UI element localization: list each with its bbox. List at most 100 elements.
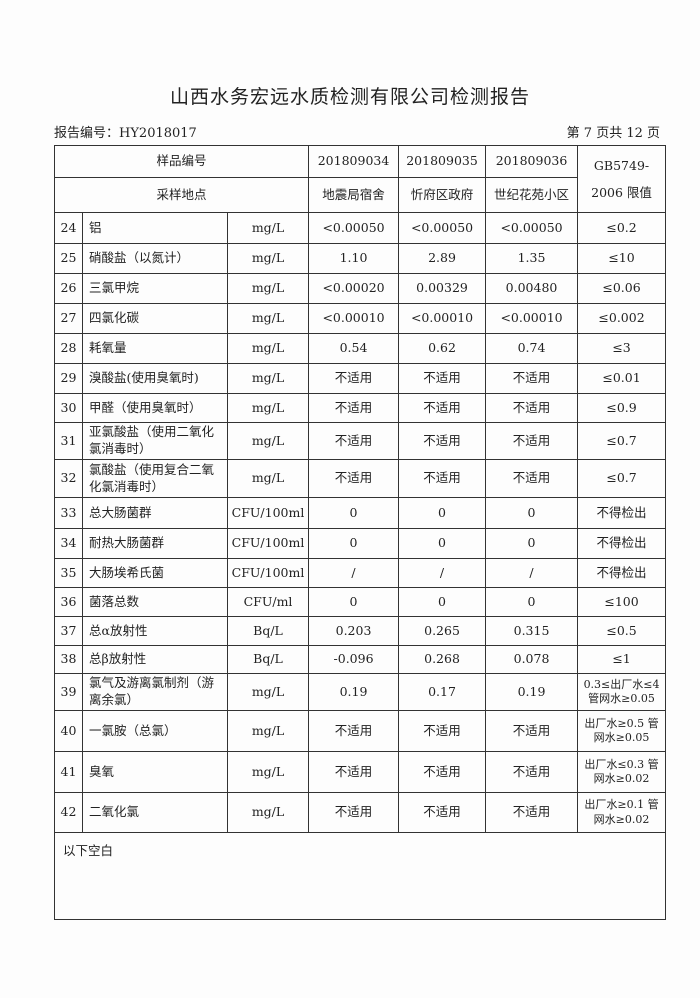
limit: 不得检出 [577,497,667,529]
limit: 出厂水≤0.3 管网水≥0.02 [577,751,667,793]
value: 不适用 [308,393,400,423]
value: 不适用 [485,751,579,793]
value: 不适用 [485,363,579,394]
limit: ≤0.5 [577,616,667,646]
table-row: 42 二氧化氯 mg/L 不适用 不适用 不适用 出厂水≥0.1 管网水≥0.02 [54,792,667,833]
item-no: 27 [54,303,83,334]
item-no: 35 [54,558,83,588]
limit: ≤3 [577,333,667,364]
item-name: 硝酸盐（以氮计） [82,243,228,274]
item-no: 37 [54,616,83,646]
limit: 0.3≤出厂水≤4 管网水≥0.05 [577,673,667,711]
limit: ≤0.06 [577,273,667,304]
item-name: 甲醛（使用臭氧时） [82,393,228,423]
unit: mg/L [226,212,310,244]
value: 0 [308,528,400,559]
unit: CFU/ml [226,587,310,617]
unit: mg/L [226,333,310,364]
unit: mg/L [226,422,310,460]
table-row: 33 总大肠菌群 CFU/100ml 0 0 0 不得检出 [54,497,667,529]
value: 不适用 [308,459,400,498]
unit: mg/L [226,303,310,334]
value: 0 [485,528,579,559]
table-row: 35 大肠埃希氏菌 CFU/100ml / / / 不得检出 [54,558,667,588]
limit: ≤0.7 [577,422,667,460]
value: / [485,558,579,588]
sample-no: 201809035 [398,145,487,178]
value: 0.078 [485,645,579,674]
unit: mg/L [226,792,310,833]
report-title: 山西水务宏远水质检测有限公司检测报告 [169,86,530,108]
table-row: 37 总α放射性 Bq/L 0.203 0.265 0.315 ≤0.5 [54,616,667,646]
item-no: 32 [54,459,83,498]
limit: ≤0.002 [577,303,667,334]
value: 不适用 [398,422,487,460]
value: <0.00010 [398,303,487,334]
item-no: 28 [54,333,83,364]
location: 地震局宿舍 [308,177,400,213]
value: / [398,558,487,588]
report-number: 报告编号：HY2018017 [54,126,197,141]
limit: ≤10 [577,243,667,274]
item-name: 氯酸盐（使用复合二氧化氯消毒时） [82,459,228,498]
value: 不适用 [485,422,579,460]
item-no: 31 [54,422,83,460]
value: 0 [398,587,487,617]
value: <0.00050 [485,212,579,244]
limit: 不得检出 [577,558,667,588]
item-no: 36 [54,587,83,617]
table-row: 34 耐热大肠菌群 CFU/100ml 0 0 0 不得检出 [54,528,667,559]
value: 0 [485,497,579,529]
value: 0.265 [398,616,487,646]
item-no: 38 [54,645,83,674]
results-table: 样品编号 201809034 201809035 201809036 GB574… [53,145,667,920]
unit: mg/L [226,393,310,423]
value: 0 [308,587,400,617]
value: 0 [485,587,579,617]
item-name: 一氯胺（总氯） [82,710,228,752]
unit: mg/L [226,673,310,711]
item-no: 33 [54,497,83,529]
value: 0.00480 [485,273,579,304]
unit: mg/L [226,459,310,498]
value: 不适用 [485,459,579,498]
unit: mg/L [226,273,310,304]
unit: Bq/L [226,616,310,646]
table-row: 24 铝 mg/L <0.00050 <0.00050 <0.00050 ≤0.2 [54,212,667,244]
value: 不适用 [398,751,487,793]
table-row: 25 硝酸盐（以氮计） mg/L 1.10 2.89 1.35 ≤10 [54,243,667,274]
item-no: 41 [54,751,83,793]
item-no: 42 [54,792,83,833]
value: / [308,558,400,588]
item-no: 34 [54,528,83,559]
limit: 出厂水≥0.5 管网水≥0.05 [577,710,667,752]
value: 2.89 [398,243,487,274]
value: 不适用 [398,393,487,423]
value: 0.74 [485,333,579,364]
value: 0.54 [308,333,400,364]
item-name: 总大肠菌群 [82,497,228,529]
value: 0.268 [398,645,487,674]
item-no: 29 [54,363,83,394]
limit: ≤1 [577,645,667,674]
value: 不适用 [308,710,400,752]
item-name: 三氯甲烷 [82,273,228,304]
item-no: 39 [54,673,83,711]
table-row: 32 氯酸盐（使用复合二氧化氯消毒时） mg/L 不适用 不适用 不适用 ≤0.7 [54,459,667,498]
item-no: 24 [54,212,83,244]
value: 不适用 [398,363,487,394]
item-no: 25 [54,243,83,274]
value: <0.00050 [308,212,400,244]
limit: ≤100 [577,587,667,617]
value: 不适用 [485,710,579,752]
value: 0.203 [308,616,400,646]
value: <0.00010 [308,303,400,334]
item-name: 菌落总数 [82,587,228,617]
value: 0.19 [485,673,579,711]
value: 0.17 [398,673,487,711]
item-name: 总β放射性 [82,645,228,674]
location: 忻府区政府 [398,177,487,213]
sample-no-label: 样品编号 [53,145,310,178]
item-no: 26 [54,273,83,304]
unit: Bq/L [226,645,310,674]
